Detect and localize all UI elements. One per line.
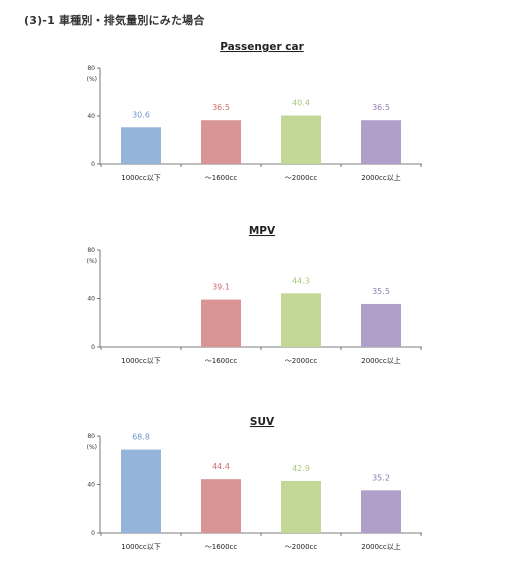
chart-passenger-car: Passenger car 80 40 0 (%) 30.6 1000cc以下 36.5 ～16… [87,41,422,182]
category-label: 1000cc以下 [121,543,161,551]
y-tick-label: 80 [87,65,95,72]
y-tick-label: 0 [91,344,95,351]
category-label: ～1600cc [205,357,238,365]
chart-title: MPV [249,225,276,237]
data-label: 68.8 [132,433,150,442]
bar [361,490,401,533]
category-label: 2000cc以上 [361,173,401,182]
category-label: 1000cc以下 [121,357,161,365]
chart-title: SUV [250,416,275,428]
data-label: 42.9 [292,464,310,473]
data-label: 36.5 [212,103,230,112]
data-label: 39.1 [212,283,230,292]
y-axis-unit: (%) [87,76,97,83]
y-tick-label: 40 [87,296,95,303]
bar [201,299,241,347]
y-tick-label: 0 [91,530,95,537]
category-label: 1000cc以下 [121,174,161,182]
data-label: 36.5 [372,103,390,112]
y-tick-label: 80 [87,433,95,440]
data-label: 35.5 [372,287,390,296]
bar [121,449,161,533]
y-tick-label: 40 [87,482,95,489]
y-tick-label: 80 [87,247,95,254]
y-tick-label: 0 [91,161,95,168]
category-label: 2000cc以上 [361,356,401,365]
data-label: 40.4 [292,99,310,108]
bar [361,303,401,347]
y-axis-unit: (%) [87,258,97,265]
y-tick-label: 40 [87,113,95,120]
bar [361,120,401,164]
category-label: 2000cc以上 [361,542,401,551]
y-axis-unit: (%) [87,444,97,451]
category-label: ～1600cc [205,543,238,551]
data-label: 44.3 [292,276,310,285]
category-label: ～2000cc [285,174,318,182]
category-label: ～2000cc [285,543,318,551]
chart-title: Passenger car [220,41,304,53]
chart-mpv: MPV 80 40 0 (%) 1000cc以下 39.1 ～1600cc 44.3 ～2000c… [87,225,422,365]
bar [201,120,241,164]
category-label: ～1600cc [205,174,238,182]
bar [281,480,321,533]
bar [121,127,161,164]
data-label: 35.2 [372,473,390,482]
chart-suv: SUV 80 40 0 (%) 68.8 1000cc以下 44.4 ～1600cc 42.9 ～2… [87,416,422,551]
category-label: ～2000cc [285,357,318,365]
bar [201,479,241,533]
bar [281,293,321,347]
bar [281,115,321,164]
page-title: (3)-1 車種別・排気量別にみた場合 [24,14,205,27]
data-label: 30.6 [132,110,150,119]
data-label: 44.4 [212,462,230,471]
